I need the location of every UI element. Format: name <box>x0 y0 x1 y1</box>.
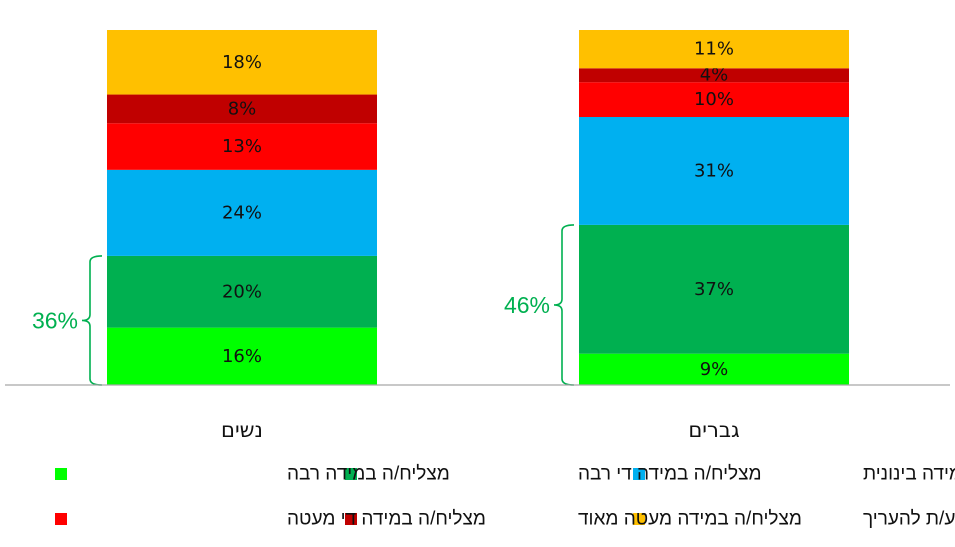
bar-segment <box>107 30 377 95</box>
legend-label: מצליח/ה במידה רבה <box>287 464 450 485</box>
legend-label: מצליח/ה במידה מעטה מאוד <box>578 509 802 530</box>
bar-segment <box>579 117 849 225</box>
category-labels-layer: נשים גברים <box>221 418 740 442</box>
category-label: נשים <box>221 418 263 442</box>
legend-swatch <box>345 513 357 525</box>
legend-label: מצליח/ה במידה די רבה <box>578 464 762 485</box>
bar-segment <box>107 255 377 328</box>
bar-segment <box>107 94 377 124</box>
legend-label: מצליח/ה במידה בינונית <box>863 464 955 485</box>
bar-segment <box>579 353 849 385</box>
legend-swatch <box>345 468 357 480</box>
data-label: 20% <box>222 281 262 302</box>
data-label: 37% <box>694 279 734 300</box>
bars-layer: 16% 20% 24% 13% 8% 18% 9% 37% 31% 10% 4% 11% <box>107 30 849 385</box>
legend-swatch <box>55 513 67 525</box>
data-label: 8% <box>228 98 257 119</box>
data-label: 24% <box>222 202 262 223</box>
legend-label: לא יודע/ת להעריך <box>863 509 955 530</box>
bar-segment <box>579 224 849 354</box>
bar-segment <box>579 68 849 83</box>
legend-swatch <box>55 468 67 480</box>
brace-label: 36% <box>32 307 78 333</box>
brace-label: 46% <box>504 292 550 318</box>
bar-segment <box>579 30 849 69</box>
legend: מצליח/ה במידה בינונית מצליח/ה במידה די רב… <box>55 464 955 530</box>
data-label: 4% <box>700 65 729 86</box>
data-label: 18% <box>222 52 262 73</box>
category-label: גברים <box>688 418 740 442</box>
bar-segment <box>107 123 377 170</box>
brace-bracket <box>81 255 103 386</box>
data-label: 13% <box>222 136 262 157</box>
brace-annotations-layer: 36% 46% <box>32 224 575 386</box>
data-label: 11% <box>694 39 734 60</box>
bar-segment <box>579 82 849 118</box>
data-label: 31% <box>694 160 734 181</box>
bar-segment <box>107 327 377 385</box>
legend-label: מצליח/ה במידה די מעטה <box>287 509 486 530</box>
data-label: 16% <box>222 346 262 367</box>
legend-swatch <box>633 513 645 525</box>
brace-bracket <box>553 224 575 386</box>
data-label: 10% <box>694 89 734 110</box>
bar-segment <box>107 169 377 256</box>
data-label: 9% <box>700 359 729 380</box>
legend-swatch <box>633 468 645 480</box>
